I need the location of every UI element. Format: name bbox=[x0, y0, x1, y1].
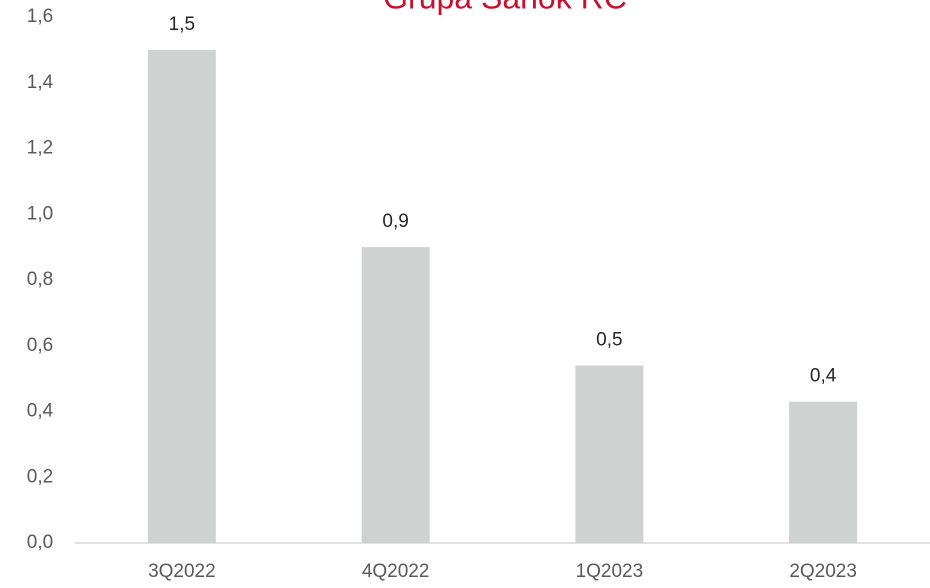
x-tick-label: 4Q2022 bbox=[362, 561, 430, 582]
data-label: 0,4 bbox=[810, 366, 837, 387]
y-tick-label: 0,6 bbox=[27, 335, 53, 356]
y-tick-label: 1,0 bbox=[27, 203, 53, 224]
y-tick-label: 1,4 bbox=[27, 72, 54, 93]
x-tick-label: 2Q2023 bbox=[789, 561, 857, 582]
bar bbox=[789, 401, 858, 543]
x-tick-label: 1Q2023 bbox=[576, 561, 644, 582]
y-tick-label: 0,8 bbox=[27, 269, 53, 290]
bar bbox=[361, 247, 430, 543]
data-label: 1,5 bbox=[169, 14, 195, 35]
data-label: 0,9 bbox=[382, 211, 408, 232]
data-label: 0,5 bbox=[596, 329, 622, 350]
y-tick-label: 0,4 bbox=[27, 401, 54, 422]
y-tick-label: 0,2 bbox=[27, 466, 53, 487]
y-tick-label: 1,6 bbox=[27, 6, 53, 27]
bar bbox=[147, 49, 216, 543]
x-tick-label: 3Q2022 bbox=[148, 561, 216, 582]
y-tick-label: 1,2 bbox=[27, 138, 53, 159]
bar bbox=[575, 365, 644, 543]
y-tick-label: 0,0 bbox=[27, 532, 53, 553]
chart-title: Grupa Sanok RC bbox=[383, 0, 627, 15]
